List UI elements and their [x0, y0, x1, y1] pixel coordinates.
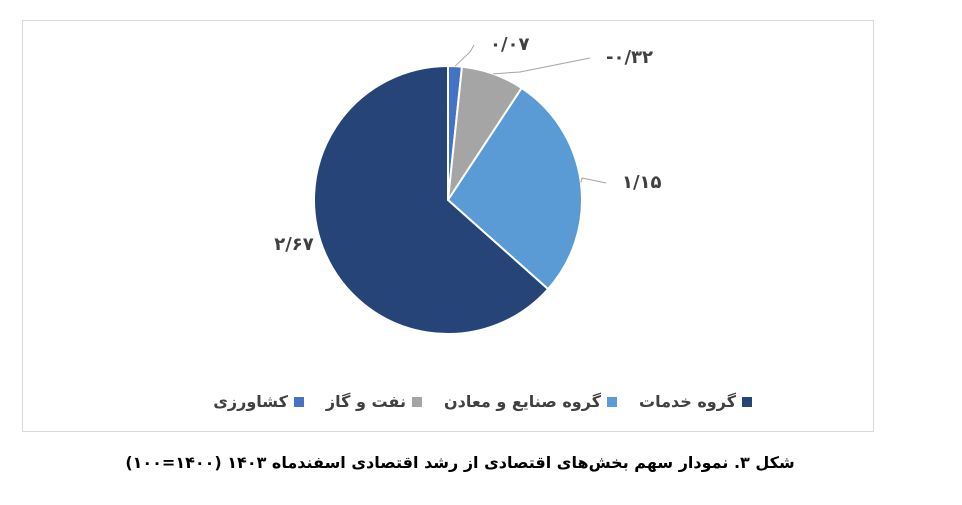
legend-item: گروه صنایع و معادن: [443, 392, 618, 411]
caption: شکل ۳. نمودار سهم بخش‌های اقتصادی از رشد…: [125, 453, 795, 472]
legend-item: گروه خدمات: [639, 392, 752, 411]
data-label: ۲/۶۷: [274, 234, 314, 255]
data-label: -۰/۳۲: [606, 47, 653, 68]
data-label: ۰/۰۷: [490, 34, 530, 55]
legend-swatch: [293, 396, 304, 407]
legend-swatch: [742, 396, 752, 407]
legend-label: گروه صنایع و معادن: [443, 392, 602, 411]
data-label: ۱/۱۵: [622, 172, 662, 193]
pie-slice: [313, 64, 550, 335]
legend-item: کشاورزی: [213, 392, 304, 411]
legend-label: کشاورزی: [213, 392, 288, 411]
leader-line: [454, 44, 475, 67]
legend-swatch: [607, 396, 618, 407]
legend-item: نفت و گاز: [326, 392, 422, 411]
chart-frame: [22, 20, 874, 432]
legend-label: گروه خدمات: [639, 392, 736, 411]
leader-line: [580, 177, 607, 184]
leader-line: [493, 57, 591, 75]
legend-label: نفت و گاز: [325, 392, 406, 411]
legend-swatch: [411, 396, 422, 407]
legend: گروه خدمات گروه صنایع و معادن نفت و گاز کشا…: [213, 392, 752, 411]
